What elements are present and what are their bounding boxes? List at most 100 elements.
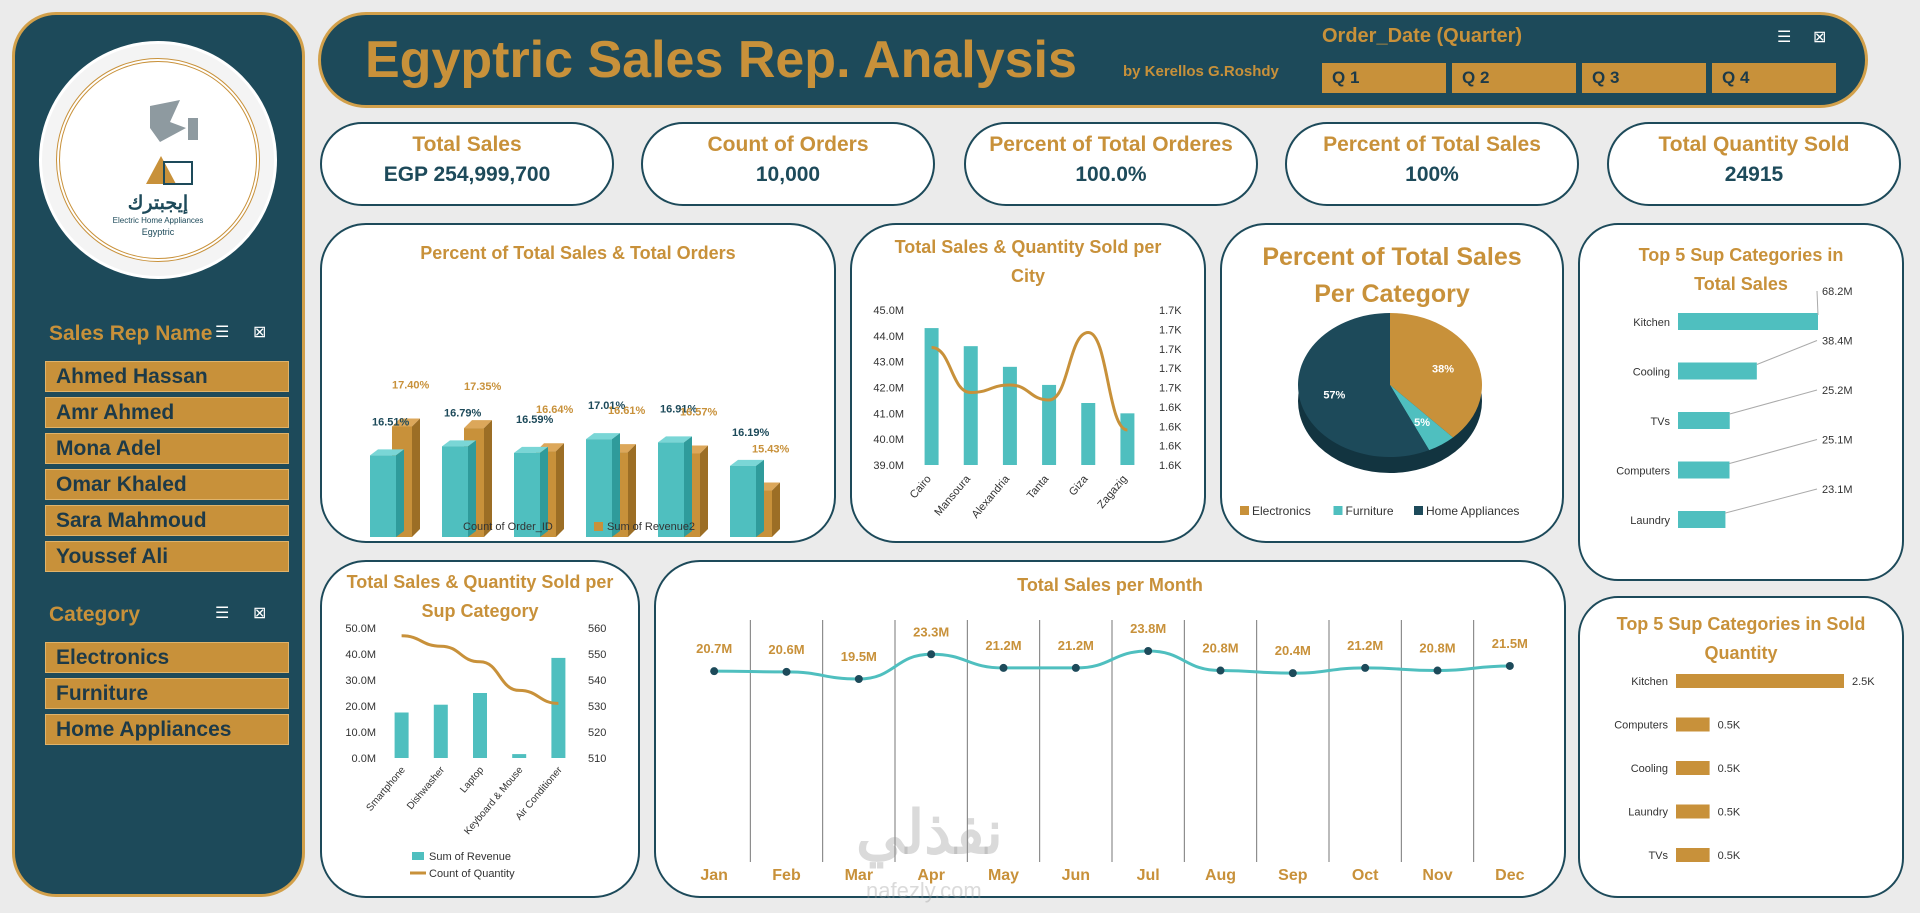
leader-line (1816, 290, 1819, 316)
data-label: 2.5K (1852, 676, 1875, 688)
category-slicer-item-furniture[interactable]: Furniture (45, 678, 289, 709)
y-tick-label: 43.0M (873, 357, 904, 369)
legend-swatch (1240, 506, 1249, 515)
rep-slicer-item-amr-ahmed[interactable]: Amr Ahmed (45, 397, 289, 428)
kpi-title: Percent of Total Sales (1323, 133, 1541, 156)
y2-tick-label: 520 (588, 727, 606, 739)
bar-orders (730, 465, 756, 537)
month-label: Jul (1137, 867, 1160, 884)
rep-chart: 16.51%17.40%SaraMahmoud16.79%17.35%AmrAh… (370, 380, 790, 537)
bar-top (442, 440, 476, 447)
legend-swatch (412, 852, 424, 860)
clear-filter-icon[interactable]: ⊠ (1813, 29, 1827, 46)
data-point (1071, 663, 1080, 672)
bar-orders (586, 439, 612, 537)
category-label: Computers (1614, 720, 1668, 732)
leader-line (1729, 439, 1818, 464)
data-label: 21.2M (1347, 638, 1383, 653)
bar-revenue (473, 693, 487, 758)
legend-swatch (1333, 506, 1343, 515)
y2-tick-label: 510 (588, 753, 606, 765)
y2-tick-label: 1.6K (1159, 402, 1182, 414)
data-label: 16.51% (372, 416, 410, 428)
quarter-button-q1[interactable]: Q 1 (1322, 63, 1446, 93)
month-label: Oct (1352, 867, 1379, 884)
bar-revenue (551, 657, 566, 758)
rep-slicer-item-omar-khaled[interactable]: Omar Khaled (45, 469, 289, 500)
multi-select-icon[interactable]: ☰ (1777, 29, 1792, 46)
data-label: 16.79% (444, 407, 482, 419)
bar-quantity (1676, 761, 1710, 775)
y-tick-label: 30.0M (345, 675, 376, 687)
bar-quantity (1676, 804, 1710, 819)
chart-title: Top 5 Sup Categories in Total Sales (1638, 245, 1844, 294)
kpi-title: Count of Orders (707, 133, 869, 156)
rep-slicer-item-sara-mahmoud[interactable]: Sara Mahmoud (45, 505, 289, 536)
logo-badge: إيجبترك Electric Home Appliances Egyptri… (39, 41, 277, 279)
category-label: Computers (1616, 466, 1670, 478)
top5-sales-chart: Kitchen 68.2M Cooling 38.4M TVs 25.2M Computer… (1616, 286, 1853, 528)
y-tick-label: 39.0M (873, 460, 904, 472)
multi-select-icon[interactable]: ☰ (215, 324, 230, 341)
subcategory-chart: 50.0M 40.0M 30.0M 20.0M 10.0M 0.0M 560 550 540 53… (345, 623, 606, 880)
bar-sales (1081, 403, 1096, 465)
category-label: Tanta (1025, 473, 1052, 502)
y-tick-label: 41.0M (873, 408, 904, 420)
data-label: 19.5M (841, 649, 877, 664)
category-label: Kitchen (1631, 676, 1668, 688)
header-banner: Egyptric Sales Rep. Analysis by Kerellos… (318, 12, 1868, 108)
month-chart: Jan 20.7M Feb 20.6M Mar 19.5M Apr 23.3M May 21.2M… (696, 620, 1528, 884)
quarter-button-q4[interactable]: Q 4 (1712, 63, 1836, 93)
quarter-button-q3[interactable]: Q 3 (1582, 63, 1706, 93)
data-label: 16.64% (536, 404, 574, 416)
city-chart: 45.0M 44.0M 43.0M 42.0M 41.0M 40.0M 39.0M 1.7K 1… (873, 305, 1182, 521)
bar-side (468, 440, 476, 537)
data-point (782, 667, 791, 676)
leader-line (1729, 389, 1818, 415)
rep-slicer-item-mona-adel[interactable]: Mona Adel (45, 433, 289, 464)
bar-side (396, 449, 404, 537)
quarter-button-q2[interactable]: Q 2 (1452, 63, 1576, 93)
bar-side (772, 482, 780, 537)
data-label: 57% (1323, 390, 1345, 402)
kpi-percent-sales: Percent of Total Sales 100% (1285, 122, 1579, 206)
data-label: 20.8M (1202, 641, 1238, 656)
legend-swatch (594, 522, 603, 531)
logo-arabic-text: إيجبترك (127, 193, 189, 214)
subcategory-chart-card: Total Sales & Quantity Sold per Sup Cate… (320, 560, 640, 898)
category-pie: 38% 5% 57% Electronics Furniture Home Applian… (1240, 313, 1519, 518)
bar-sales (1120, 413, 1135, 465)
category-slicer-item-electronics[interactable]: Electronics (45, 642, 289, 673)
quarter-slicer-title: Order_Date (Quarter) (1322, 25, 1523, 47)
category-label: TVs (1650, 416, 1670, 428)
clear-filter-icon[interactable]: ⊠ (253, 324, 267, 341)
multi-select-icon[interactable]: ☰ (215, 605, 230, 622)
data-label: 23.1M (1822, 484, 1853, 496)
pie-slice (1390, 385, 1453, 451)
data-label: 20.8M (1419, 641, 1455, 656)
bar-top (464, 420, 492, 429)
rep-slicer-item-youssef-ali[interactable]: Youssef Ali (45, 541, 289, 572)
clear-filter-icon[interactable]: ⊠ (253, 605, 267, 622)
rep-slicer-item-ahmed-hassan[interactable]: Ahmed Hassan (45, 361, 289, 392)
rep-slicer-title: Sales Rep Name (49, 322, 213, 345)
category-label: Mansoura (932, 473, 973, 519)
data-point (927, 650, 936, 659)
category-slicer-item-home-appliances[interactable]: Home Appliances (45, 714, 289, 745)
category-label: Cooling (1631, 763, 1668, 775)
month-label: Jun (1062, 867, 1090, 884)
bar-orders (658, 442, 684, 537)
watermark-brand: نفذلي (856, 799, 1003, 866)
legend-label: Sum of Revenue2 (607, 521, 695, 533)
category-label: Laundry (1630, 515, 1670, 527)
bar-side (684, 436, 692, 537)
data-label: 21.2M (1058, 638, 1094, 653)
pie-slice (1298, 313, 1430, 457)
bar-side (412, 418, 420, 537)
bar-top (730, 459, 764, 466)
month-label: Mar (845, 867, 873, 884)
bar-sales (924, 328, 939, 465)
category-label: Cairo (908, 473, 934, 501)
top5-quantity-chart: Kitchen 2.5K Computers 0.5K Cooling 0.5K Laund… (1614, 674, 1875, 862)
y-tick-label: 0.0M (352, 753, 376, 765)
